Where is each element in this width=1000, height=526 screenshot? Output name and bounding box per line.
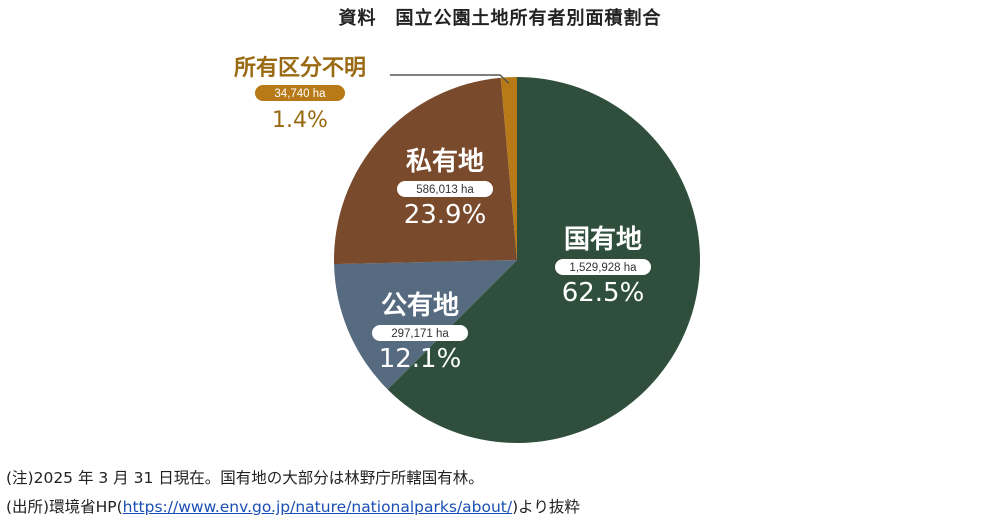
pie-slice-shiyuchi [334,77,517,265]
percent-label: 62.5% [562,278,645,308]
value-pill [397,181,493,197]
chart-title: 資料 国立公園土地所有者別面積割合 [338,8,662,29]
footnote-source: (出所)環境省HP(https://www.env.go.jp/nature/n… [6,495,580,517]
pie-slice-kokuyuchi [387,77,701,443]
category-label: 公有地 [381,291,459,321]
category-label: 国有地 [564,225,642,255]
slice-label-kokuyuchi: 国有地 1,529,928 ha 62.5% [555,225,651,308]
slice-label-shiyuchi: 私有地 586,013 ha 23.9% [397,147,493,230]
pie-slice-koyuchi [334,260,517,390]
value-label: 297,171 ha [391,328,449,340]
category-label: 私有地 [406,147,484,177]
leader-line [390,74,510,84]
source-link[interactable]: https://www.env.go.jp/nature/nationalpar… [122,498,513,516]
percent-label: 12.1% [379,344,462,374]
source-suffix: )より抜粋 [512,498,580,516]
value-pill [255,85,345,101]
value-label: 586,013 ha [416,184,474,196]
value-label: 34,740 ha [274,88,326,100]
percent-label: 1.4% [272,108,328,133]
slice-label-koyuchi: 公有地 297,171 ha 12.1% [372,291,468,374]
value-pill [555,259,651,275]
value-pill [372,325,468,341]
source-prefix: (出所)環境省HP( [6,498,123,516]
pie-chart: 国有地 1,529,928 ha 62.5% 公有地 297,171 ha 12.1% 私有… [234,55,701,443]
footnote-date: (注)2025 年 3 月 31 日現在。国有地の大部分は林野庁所轄国有林。 [6,469,484,487]
percent-label: 23.9% [404,200,487,230]
pie-slice-fumei [500,77,517,260]
slice-label-fumei: 所有区分不明 34,740 ha 1.4% [234,55,366,133]
category-label: 所有区分不明 [234,55,366,81]
value-label: 1,529,928 ha [569,262,637,274]
